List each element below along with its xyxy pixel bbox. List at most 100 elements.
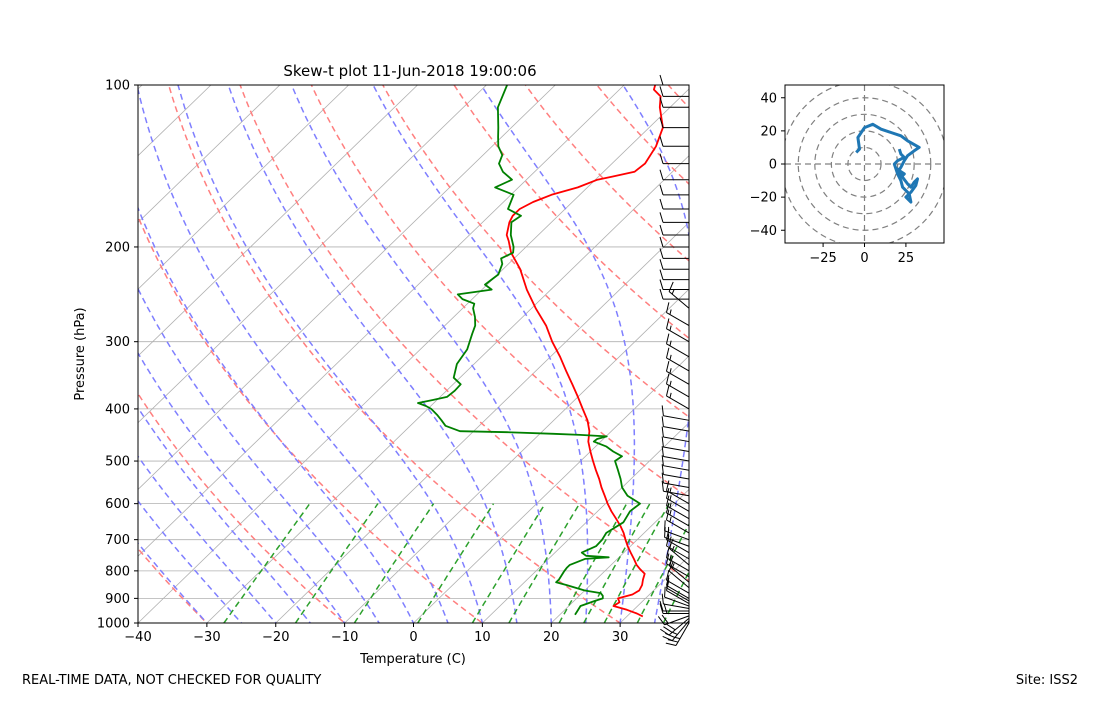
- moist-adiabat: [178, 85, 485, 634]
- mixing-ratio-line: [354, 504, 433, 623]
- hodograph-x-tick-label: −25: [809, 251, 836, 266]
- wind-barb-flag: [660, 75, 663, 85]
- moist-adiabat: [481, 85, 634, 634]
- wind-barb-flag: [660, 154, 663, 164]
- mixing-ratio-line: [224, 504, 310, 623]
- wind-barb-half-flag: [670, 309, 671, 314]
- dry-adiabat: [0, 73, 219, 634]
- y-axis-label: Pressure (hPa): [73, 307, 88, 400]
- wind-barb-half-flag: [675, 637, 680, 638]
- hodograph-x-tick-label: 25: [898, 251, 915, 266]
- hodograph-y-tick-label: −40: [750, 224, 777, 239]
- y-tick-label: 500: [105, 455, 130, 470]
- x-tick-label: 10: [474, 630, 491, 645]
- isotherm: [620, 85, 1100, 623]
- y-tick-label: 200: [105, 240, 130, 255]
- wind-barb-staff: [663, 447, 689, 452]
- skew-t-x-ticks: −40 −30 −20 −10 0 10 20 30: [124, 623, 628, 645]
- skew-t-grid: [0, 73, 1100, 634]
- wind-barb-half-flag: [670, 488, 671, 493]
- wind-barb-staff: [663, 466, 689, 471]
- chart-title: Skew-t plot 11-Jun-2018 19:00:06: [283, 62, 536, 80]
- wind-barb: [662, 446, 689, 461]
- wind-barb-staff: [663, 427, 689, 432]
- isotherm: [551, 85, 1100, 623]
- dry-adiabat: [306, 73, 917, 634]
- x-tick-label: −40: [124, 630, 151, 645]
- wind-barb-half-flag: [670, 495, 671, 500]
- wind-barb-flag: [666, 386, 668, 396]
- wind-barb: [660, 259, 689, 269]
- isotherm: [138, 85, 693, 623]
- wind-barb-flag: [660, 259, 663, 269]
- wind-barb-flag: [660, 248, 663, 258]
- wind-barb-half-flag: [670, 381, 671, 386]
- isotherm: [0, 85, 4, 623]
- isotherm: [482, 85, 1037, 623]
- site-label: Site: ISS2: [1016, 673, 1078, 688]
- hodograph-line: [856, 124, 919, 202]
- wind-barb-flag: [662, 594, 663, 604]
- wind-barb: [660, 289, 689, 299]
- wind-barb: [660, 75, 689, 85]
- y-tick-label: 700: [105, 533, 130, 548]
- y-tick-label: 800: [105, 564, 130, 579]
- wind-barb: [660, 185, 689, 195]
- wind-barb-flag: [660, 289, 663, 299]
- isotherm: [345, 85, 900, 623]
- dry-adiabat: [95, 73, 498, 634]
- wind-barb-staff: [663, 437, 689, 442]
- hodograph-y-tick-label: −20: [750, 191, 777, 206]
- wind-barb-flag: [660, 170, 663, 180]
- wind-barb-flag: [662, 437, 663, 447]
- moist-adiabat: [73, 85, 386, 634]
- y-tick-label: 400: [105, 402, 130, 417]
- moist-adiabat: [137, 85, 452, 634]
- y-tick-label: 900: [105, 592, 130, 607]
- dry-adiabat: [165, 73, 637, 634]
- x-tick-label: −20: [262, 630, 289, 645]
- x-tick-label: −10: [331, 630, 358, 645]
- wind-barb-half-flag: [670, 393, 671, 398]
- skew-t-frame: [138, 85, 689, 623]
- x-tick-label: −30: [193, 630, 220, 645]
- dry-adiabat: [658, 73, 1100, 634]
- y-tick-label: 100: [105, 79, 130, 94]
- isotherm: [827, 85, 1100, 623]
- wind-barb-flag: [660, 86, 663, 96]
- wind-barb-flag: [662, 427, 663, 437]
- wind-barb-flag: [660, 185, 663, 195]
- wind-barb-staff: [666, 585, 689, 598]
- x-tick-label: 30: [612, 630, 629, 645]
- dry-adiabat: [376, 73, 1056, 634]
- wind-barb: [662, 455, 689, 470]
- wind-barb-flag: [665, 520, 666, 530]
- wind-barb-flag: [660, 225, 663, 235]
- moist-adiabat: [103, 85, 420, 634]
- x-tick-label: 20: [543, 630, 560, 645]
- wind-barb: [669, 282, 689, 308]
- wind-barb-staff: [663, 416, 689, 421]
- hodograph-grid: [782, 81, 948, 247]
- wind-barb-flag: [666, 643, 676, 645]
- wind-barb-flag: [665, 587, 666, 597]
- wind-barb: [660, 118, 689, 128]
- wind-barb-half-flag: [670, 517, 671, 522]
- wind-barb-half-flag: [670, 355, 671, 360]
- wind-barb: [666, 386, 689, 409]
- moist-adiabat: [0, 85, 251, 634]
- wind-barb-flag: [666, 348, 668, 358]
- x-tick-label: 0: [409, 630, 417, 645]
- wind-barb-flag: [666, 361, 668, 371]
- wind-barb-half-flag: [670, 543, 671, 548]
- wind-barb-half-flag: [670, 561, 671, 566]
- wind-barb-flag: [666, 374, 668, 384]
- wind-barb: [660, 136, 689, 146]
- wind-barb-flag: [660, 199, 663, 209]
- isotherm: [0, 85, 73, 623]
- isotherm: [69, 85, 624, 623]
